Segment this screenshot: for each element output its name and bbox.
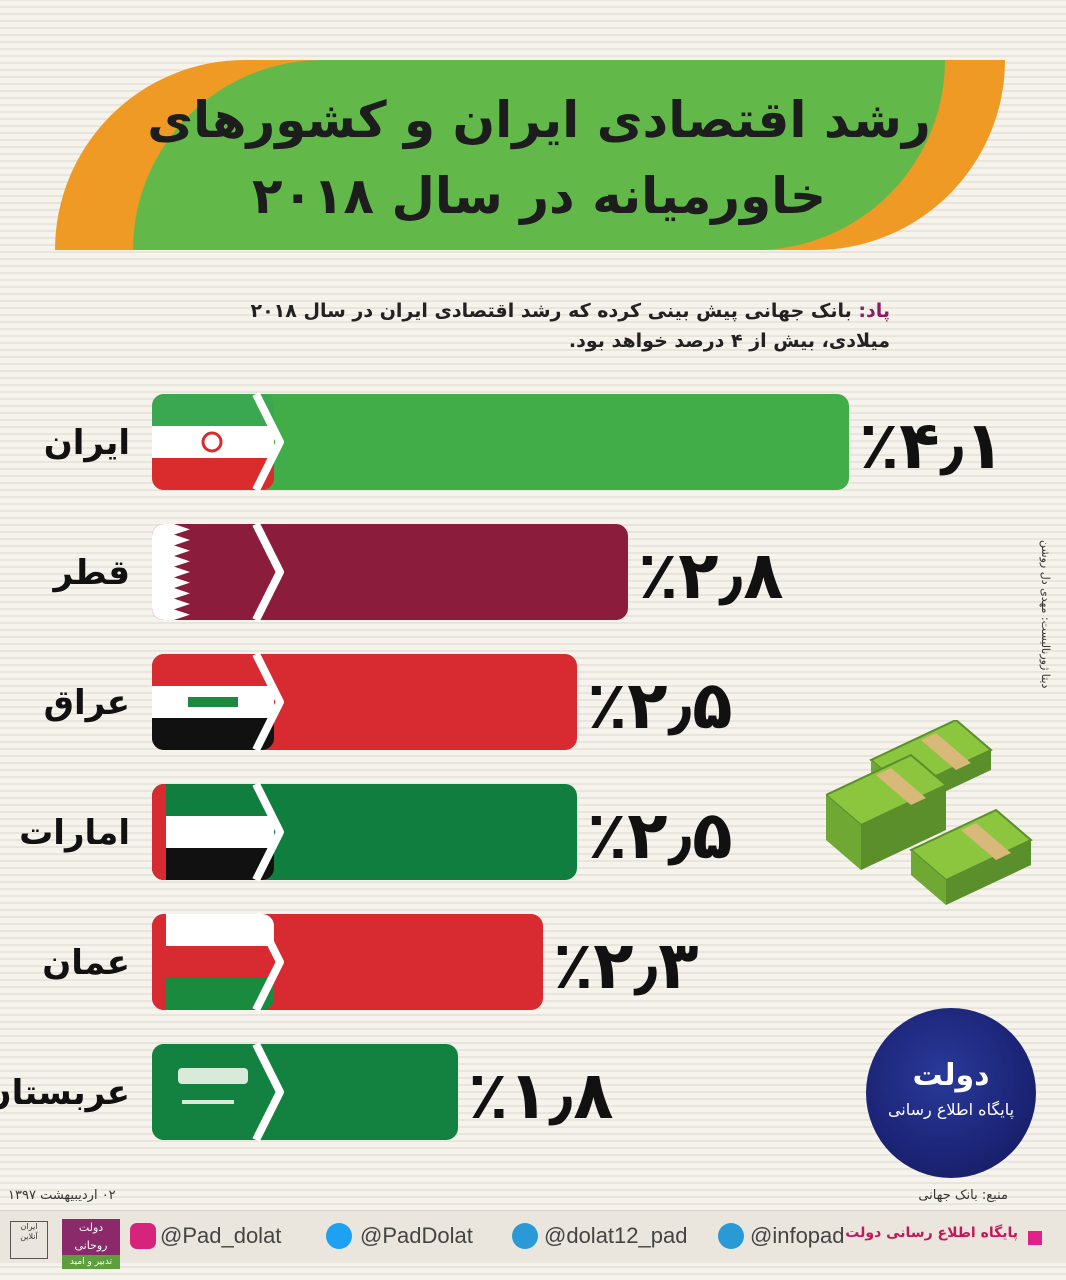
bar-chart: ٪۴٫۱ ایران ٪۲٫۸ قطر ٪۲٫۵ عراق ٪۲٫۵ امارات ٪۲٫۳ عم… [0, 392, 1005, 1142]
bar-row: ٪۲٫۸ قطر [51, 522, 784, 622]
value-label: ٪۲٫۳ [553, 927, 699, 1004]
category-label: عربستان [0, 1073, 130, 1113]
saudi-script-mark [178, 1068, 248, 1084]
bar-row: ٪۱٫۸ عربستان [0, 1042, 614, 1142]
uae-flag [152, 784, 274, 880]
flag-stripe [152, 394, 274, 426]
bar-chevron [252, 1042, 284, 1142]
instagram-icon[interactable] [130, 1223, 156, 1249]
chart-title: رشد اقتصادی ایران و کشورهای خاورمیانه در… [133, 82, 945, 234]
flag-stripe [152, 784, 274, 816]
bar-row: ٪۲٫۵ امارات [19, 782, 733, 882]
lead-text: بانک جهانی پیش بینی کرده که رشد اقتصادی … [250, 300, 890, 352]
iraq-script-mark [188, 697, 238, 707]
handle-infopad[interactable]: @infopad [750, 1223, 845, 1248]
uae-hoist-band [152, 784, 166, 880]
footer-bar: پایگاه اطلاع رسانی دولت @infopad @dolat1… [0, 1210, 1066, 1269]
category-label: عمان [42, 943, 130, 983]
bar-chevron [252, 782, 284, 882]
category-label: عراق [44, 683, 130, 723]
category-label: ایران [44, 423, 130, 463]
flag-stripe [152, 848, 274, 880]
title-green-bg [133, 60, 945, 250]
qatar-flag [152, 524, 274, 620]
source-note: منبع: بانک جهانی [918, 1188, 1008, 1203]
value-label: ٪۴٫۱ [859, 407, 1005, 484]
flag-stripe [152, 458, 274, 490]
value-label: ٪۲٫۵ [587, 797, 733, 874]
signature-stamp: ایران آنلاین [10, 1221, 48, 1259]
badge-bottom: تدبیر و امید [62, 1255, 120, 1269]
title-banner: رشد اقتصادی ایران و کشورهای خاورمیانه در… [55, 60, 1005, 250]
logo-title: دولت [912, 1058, 990, 1093]
handle-pad-dolat[interactable]: @Pad_dolat [160, 1223, 282, 1248]
flag-field [152, 1044, 274, 1140]
qatar-serrated-band [152, 524, 190, 620]
title-line-1: رشد اقتصادی ایران و کشورهای [147, 91, 931, 149]
bar-chevron [252, 912, 284, 1012]
portal-square-icon [1028, 1231, 1042, 1245]
dolat-logo: دولت پایگاه اطلاع رسانی [866, 1008, 1036, 1178]
badge-top: دولت روحانی [74, 1221, 108, 1252]
bar-row: ٪۲٫۵ عراق [44, 652, 733, 752]
flag-stripe [152, 816, 274, 848]
bar-chevron [252, 392, 284, 492]
iran-emblem [201, 431, 223, 453]
portal-name: پایگاه اطلاع رسانی دولت [845, 1225, 1018, 1241]
twitter-icon[interactable] [326, 1223, 352, 1249]
lead-paragraph: پاد: بانک جهانی پیش بینی کرده که رشد اقت… [200, 296, 890, 356]
bar-row: ٪۴٫۱ ایران [44, 392, 1005, 492]
bar-chevron [252, 652, 284, 752]
flag-stripe [152, 654, 274, 686]
saudi-flag [152, 1044, 274, 1140]
saudi-sword-mark [182, 1100, 234, 1104]
category-label: امارات [19, 813, 130, 853]
flag-stripe [152, 718, 274, 750]
rouhani-badge: دولت روحانی تدبیر و امید [62, 1219, 120, 1269]
bar-row: ٪۲٫۳ عمان [42, 912, 699, 1012]
bar [152, 394, 849, 490]
value-label: ٪۲٫۵ [587, 667, 733, 744]
bar-chevron [252, 522, 284, 622]
flag-stripe [152, 426, 274, 458]
telegram-icon[interactable] [718, 1223, 744, 1249]
handle-paddolat[interactable]: @PadDolat [360, 1223, 473, 1248]
logo-subtitle: پایگاه اطلاع رسانی [887, 1100, 1015, 1119]
money-stacks-icon [826, 720, 1033, 905]
iraq-flag [152, 654, 274, 750]
side-credit: دیتا ژورنالیست: مهدی دل روشن [1039, 540, 1052, 689]
category-label: قطر [51, 553, 130, 593]
iran-flag [152, 394, 274, 490]
handle-dolat12-pad[interactable]: @dolat12_pad [544, 1223, 688, 1248]
value-label: ٪۲٫۸ [638, 537, 784, 614]
title-line-2: خاورمیانه در سال ۲۰۱۸ [252, 167, 826, 225]
lead-label: پاد: [858, 300, 890, 322]
value-label: ٪۱٫۸ [468, 1057, 614, 1134]
telegram-icon[interactable] [512, 1223, 538, 1249]
publish-date: ۰۲ اردیبیهشت ۱۳۹۷ [8, 1188, 116, 1203]
